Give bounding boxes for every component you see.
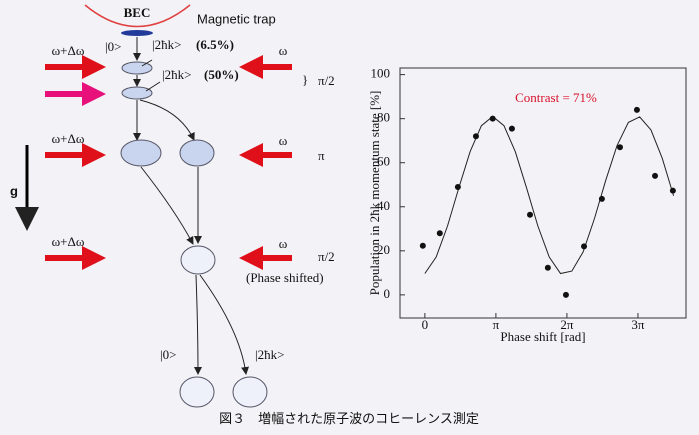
- data-point: [633, 106, 640, 113]
- beam-label: ω: [279, 43, 288, 58]
- beam-label: ω: [279, 236, 288, 251]
- data-point: [616, 144, 623, 151]
- atom-cloud: [121, 86, 153, 100]
- data-point: [508, 125, 515, 132]
- data-point: [436, 230, 443, 237]
- caption: 図３ 増幅された原子波のコヒーレンス測定: [219, 411, 479, 426]
- trap-curve: [84, 4, 191, 28]
- data-point: [527, 211, 533, 218]
- x-axis-label: Phase shift [rad]: [500, 329, 585, 344]
- y-tick-label: 80: [377, 110, 390, 125]
- data-point: [581, 243, 588, 250]
- arrow: [139, 99, 195, 141]
- y-tick-label: 100: [371, 66, 391, 81]
- bec-label: BEC: [124, 5, 151, 20]
- state-label: |0>: [160, 347, 176, 362]
- arrow: [193, 274, 202, 375]
- data-point: [669, 187, 676, 194]
- plot-frame: [399, 67, 687, 319]
- y-tick-label: 60: [377, 154, 390, 169]
- data-point: [562, 291, 569, 298]
- x-tick-label: 0: [422, 317, 429, 332]
- x-tick-label: 3π: [631, 317, 645, 332]
- beam-label: ω+Δω: [52, 131, 85, 146]
- data-point: [489, 115, 496, 122]
- x-tick-label: π: [493, 317, 500, 332]
- data-point: [544, 264, 551, 271]
- pulse-label: π/2: [318, 73, 335, 88]
- pointer: [141, 59, 153, 67]
- atom-cloud: [179, 139, 215, 167]
- state-percent: (6.5%): [196, 37, 234, 52]
- fit-curve: [424, 115, 675, 275]
- y-tick-label: 20: [377, 242, 390, 257]
- state-label: |2ħk>: [152, 37, 181, 52]
- data-point: [472, 133, 479, 140]
- x-tick-label: 2π: [560, 317, 574, 332]
- atom-cloud: [120, 139, 162, 167]
- beam-label: ω+Δω: [52, 43, 85, 58]
- beam-label: ω+Δω: [52, 234, 85, 249]
- pulse-label: π/2: [318, 249, 335, 264]
- data-point: [652, 172, 659, 179]
- arrow: [199, 274, 250, 375]
- atom-cloud: [180, 245, 216, 275]
- state-label: |0>: [105, 39, 121, 54]
- annotation: Contrast = 71%: [515, 90, 597, 105]
- pointer: [145, 81, 161, 92]
- atom-cloud: [121, 61, 153, 75]
- atom-cloud: [232, 376, 268, 408]
- data-point: [598, 195, 605, 202]
- phase-label: (Phase shifted): [246, 270, 324, 285]
- atom-cloud: [179, 376, 215, 408]
- arrow: [140, 166, 194, 245]
- state-label: |2ħk>: [162, 67, 191, 82]
- y-tick-label: 40: [377, 198, 390, 213]
- pulse-label: π: [318, 148, 325, 163]
- data-point: [419, 242, 426, 249]
- data-point: [454, 183, 461, 190]
- y-tick-label: 0: [384, 286, 391, 301]
- beam-label: ω: [279, 133, 288, 148]
- gravity-label: g: [10, 183, 18, 198]
- brace: }: [302, 72, 308, 87]
- state-percent: (50%): [204, 67, 239, 82]
- bec-cloud: [121, 30, 153, 36]
- diagram: BEC Magnetic trap |0> |2ħk> (6.5%) |2ħk>…: [10, 4, 335, 408]
- state-label: |2ħk>: [255, 347, 284, 362]
- trap-label: Magnetic trap: [197, 11, 276, 26]
- y-axis-label: Population in 2ħk momentum state [%]: [367, 91, 382, 296]
